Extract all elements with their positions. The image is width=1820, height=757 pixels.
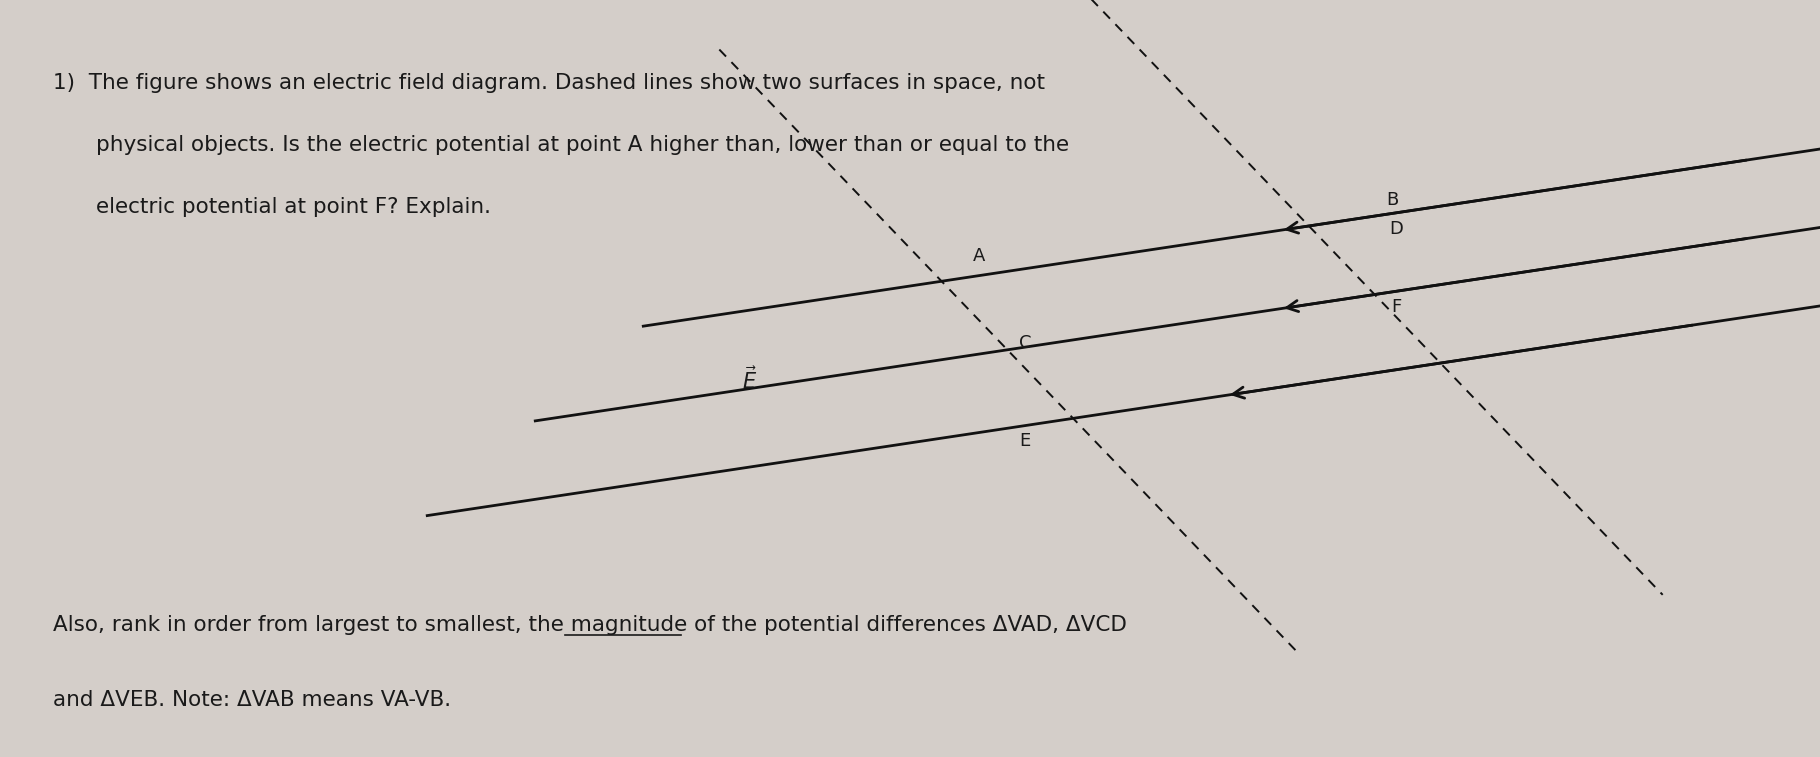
Text: physical objects. Is the electric potential at point A higher than, lower than o: physical objects. Is the electric potent… [96,136,1070,155]
Text: Also, rank in order from largest to smallest, the: Also, rank in order from largest to smal… [53,615,571,635]
Text: A: A [972,247,985,265]
Text: C: C [1019,334,1032,352]
Text: electric potential at point F? Explain.: electric potential at point F? Explain. [96,198,491,217]
Text: E: E [1019,432,1030,450]
Text: B: B [1387,192,1400,210]
Text: D: D [1389,220,1403,238]
Text: F: F [1390,298,1401,316]
Text: magnitude: magnitude [53,615,169,635]
Text: Also, rank in order from largest to smallest, the magnitude of the potential dif: Also, rank in order from largest to smal… [53,615,1127,635]
Text: $\vec{E}$: $\vec{E}$ [743,366,757,393]
Text: and ΔVEB. Note: ΔVAB means VA-VB.: and ΔVEB. Note: ΔVAB means VA-VB. [53,690,451,710]
Text: 1)  The figure shows an electric field diagram. Dashed lines show two surfaces i: 1) The figure shows an electric field di… [53,73,1045,93]
